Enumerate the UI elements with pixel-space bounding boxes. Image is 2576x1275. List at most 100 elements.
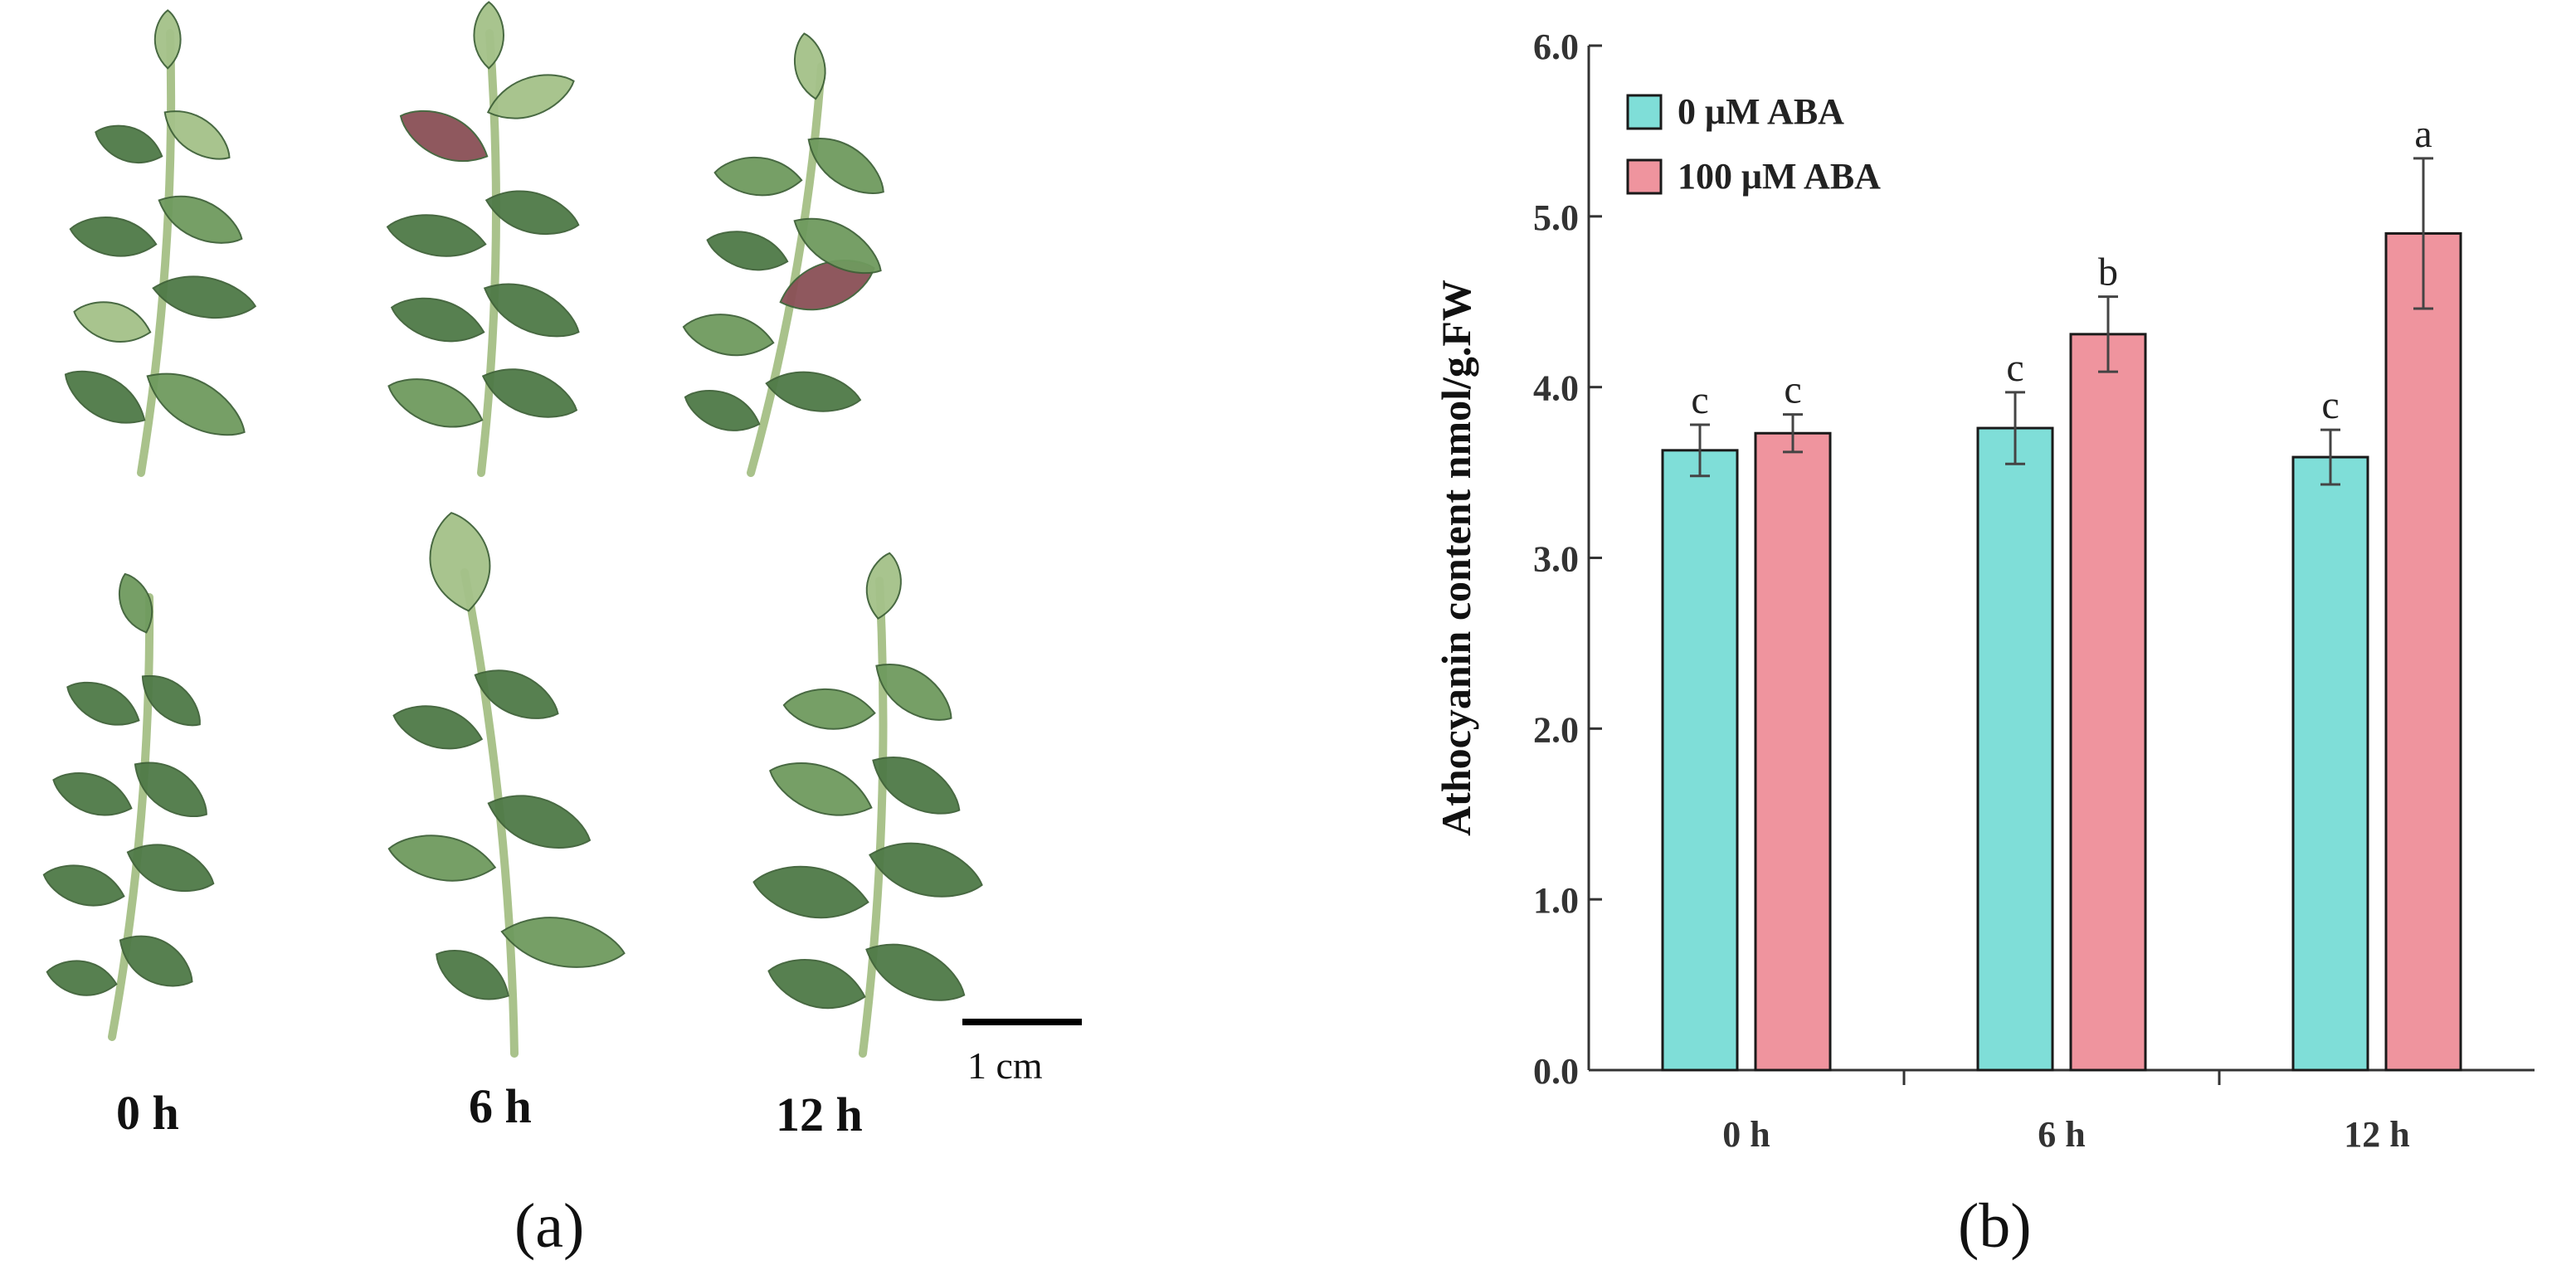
leaf (429, 512, 491, 612)
leaf (158, 195, 243, 244)
leaf (46, 960, 118, 996)
twig-photo-3 (42, 572, 215, 1041)
leaf (126, 844, 215, 893)
leaf (163, 110, 231, 160)
twig-stem (747, 62, 825, 477)
leaf (153, 9, 182, 70)
x-tick-label: 12 h (2344, 1114, 2409, 1155)
leaf (486, 74, 575, 119)
significance-letter: c (2321, 383, 2339, 427)
bar (1976, 426, 2054, 1072)
leaf (152, 275, 257, 319)
leaf (436, 950, 509, 1000)
photo-panel: 0 h 6 h 12 h 1 cm (a) (0, 0, 1161, 1275)
bar (2069, 333, 2147, 1072)
panel-label-b: (b) (1958, 1191, 2032, 1261)
leaf (387, 835, 497, 882)
leaf (473, 1, 504, 70)
y-tick-label: 5.0 (1533, 197, 1579, 238)
bar (1661, 449, 1739, 1072)
leaf (872, 756, 961, 815)
y-tick-label: 0.0 (1533, 1051, 1579, 1092)
leaf (483, 283, 580, 338)
leaf (500, 917, 626, 968)
bar (1754, 431, 1832, 1072)
leaf (390, 297, 485, 343)
twig-stem (859, 577, 888, 1058)
leaf (146, 372, 246, 436)
leaf (386, 214, 487, 257)
panel-label-a: (a) (514, 1191, 585, 1261)
significance-letter: c (2006, 346, 2023, 390)
leaf (769, 762, 873, 816)
leaf (682, 314, 775, 357)
bar (2384, 231, 2462, 1072)
leaf (487, 795, 592, 849)
leaf (875, 664, 952, 721)
leaf (485, 190, 580, 236)
twig-stem (108, 593, 154, 1041)
leaf (119, 572, 153, 634)
twig-photo-5 (752, 552, 983, 1058)
twig-stem (477, 29, 500, 477)
x-tick-label: 0 h (1722, 1114, 1770, 1155)
leaf (793, 217, 882, 275)
leaf (73, 301, 152, 343)
leaf (399, 109, 489, 162)
anthocyanin-bar-chart: 0.0 1.0 2.0 3.0 4.0 5.0 6.0 Athocyanin content … (1433, 27, 2535, 1155)
leaf (865, 943, 966, 1001)
leaf (684, 389, 761, 431)
leaf (706, 231, 789, 271)
twig-photo-1 (386, 1, 580, 477)
y-tick-label: 1.0 (1533, 880, 1579, 921)
y-axis-label: Athocyanin content nmol/g.FW (1433, 280, 1479, 836)
leaf (765, 371, 862, 412)
leaf (474, 669, 559, 719)
leaf (119, 935, 193, 987)
chart-panel: 0.0 1.0 2.0 3.0 4.0 5.0 6.0 Athocyanin content … (1244, 0, 2576, 1275)
legend-swatch (1626, 94, 1663, 130)
significance-letter: c (1691, 378, 1708, 422)
leaf (52, 772, 133, 816)
leaf (134, 762, 207, 818)
leaf (64, 370, 146, 424)
leaf (767, 959, 866, 1010)
y-tick-label: 4.0 (1533, 368, 1579, 409)
leaf (713, 156, 803, 197)
time-label-0h: 0 h (116, 1086, 179, 1140)
scale-bar-label: 1 cm (967, 1044, 1043, 1087)
leaf-photographs (42, 1, 983, 1058)
time-label-6h: 6 h (469, 1079, 532, 1133)
leaf (95, 124, 163, 164)
leaf (392, 705, 484, 750)
leaf (69, 217, 158, 257)
legend-label: 100 μM ABA (1678, 156, 1881, 197)
y-tick-label: 6.0 (1533, 27, 1579, 67)
significance-letter: b (2098, 251, 2118, 294)
leaf (66, 681, 140, 726)
significance-letter: c (1784, 368, 1801, 412)
leaf (752, 865, 869, 919)
x-tick-label: 6 h (2038, 1114, 2085, 1155)
y-tick-label: 3.0 (1533, 539, 1579, 580)
scale-bar (962, 1019, 1082, 1025)
significance-letter: a (2414, 112, 2432, 156)
leaf (807, 138, 884, 194)
leaf (869, 842, 983, 898)
bar (2291, 455, 2369, 1072)
leaf (387, 378, 484, 428)
leaf (782, 688, 876, 730)
legend-label: 0 μM ABA (1678, 91, 1844, 132)
leaf (865, 552, 902, 620)
twig-photo-4 (387, 512, 626, 1058)
leaf (793, 32, 826, 100)
leaf (42, 864, 125, 907)
time-label-12h: 12 h (776, 1088, 863, 1141)
leaf (141, 674, 201, 727)
leaf (481, 368, 578, 418)
twig-photo-0 (64, 9, 257, 477)
twig-photo-2 (682, 32, 884, 477)
y-tick-label: 2.0 (1533, 709, 1579, 750)
twig-stem (137, 29, 176, 477)
legend-swatch (1626, 158, 1663, 195)
